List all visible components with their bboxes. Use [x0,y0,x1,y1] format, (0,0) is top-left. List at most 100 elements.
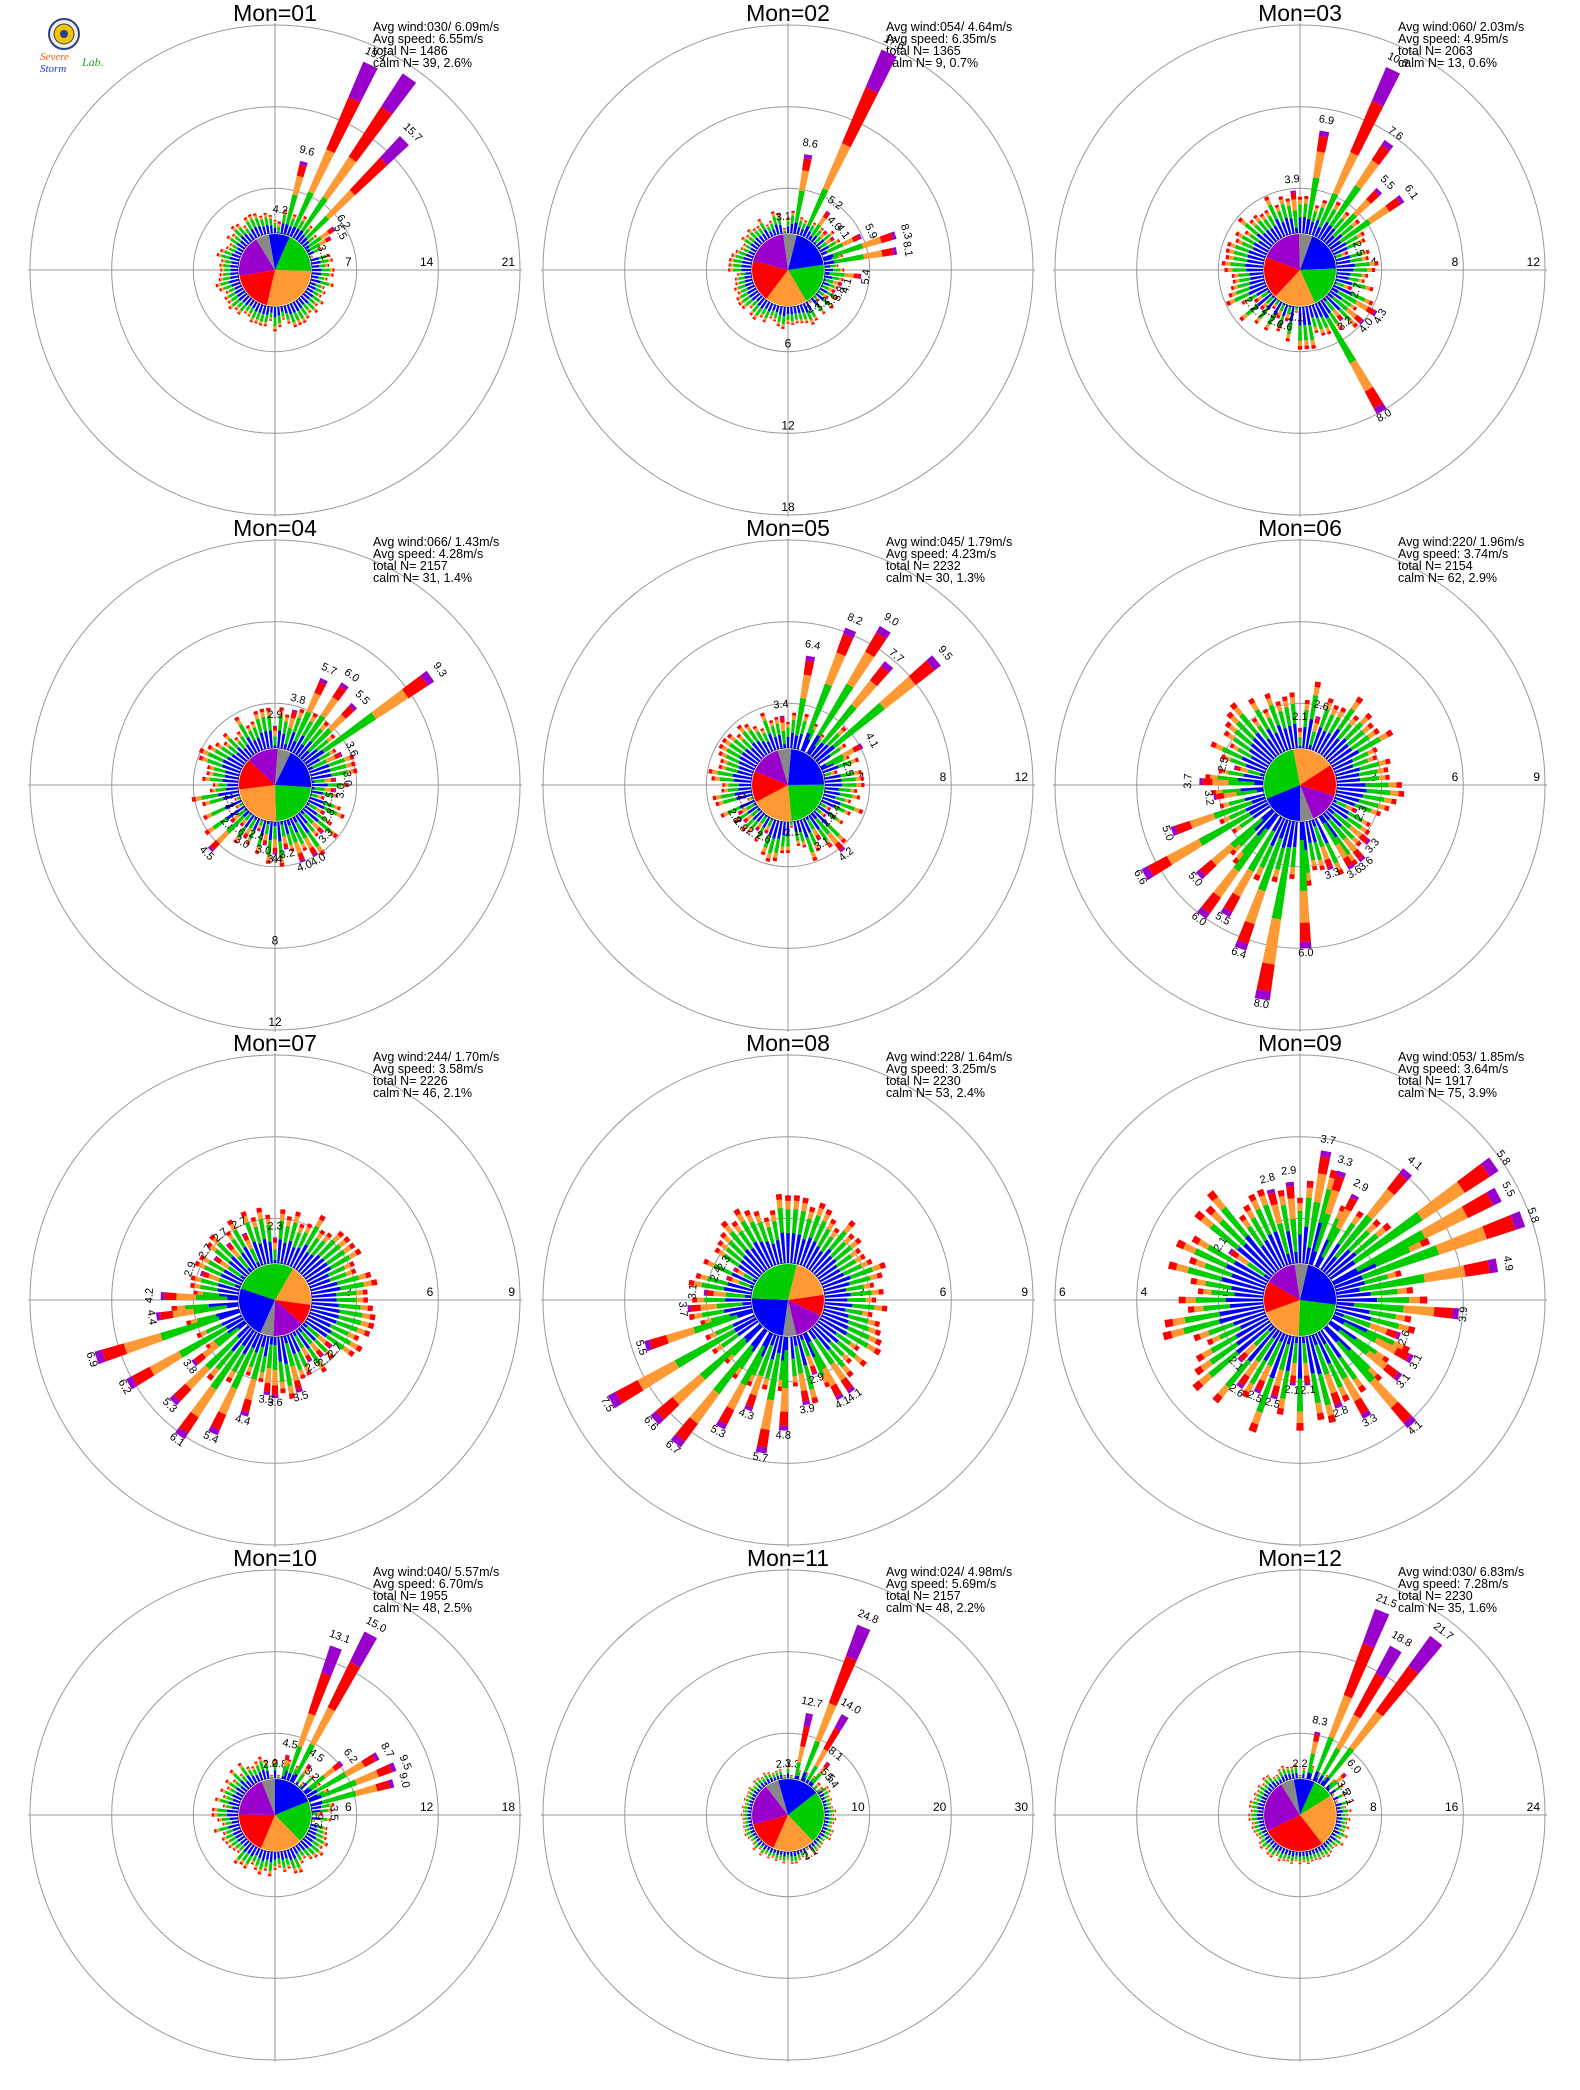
direction-bar-segment [1345,1821,1348,1825]
direction-bar-segment [280,1335,289,1365]
bar-value-label: 2.1 [1300,1384,1316,1397]
direction-bar-segment [217,1813,227,1817]
direction-bar-segment [1361,725,1371,734]
direction-bar-segment [813,222,817,225]
direction-bar-segment [312,712,319,719]
direction-bar-segment [326,735,333,743]
direction-bar-segment [705,1334,712,1341]
direction-bar-segment [843,1224,853,1234]
direction-bar-segment [766,225,770,228]
direction-bar-segment [227,1296,240,1300]
direction-bar-segment [1394,1270,1402,1278]
direction-bar-segment [823,260,835,265]
direction-bar-segment [1378,775,1386,781]
direction-bar-segment [322,792,333,797]
direction-bar-segment [825,1761,831,1766]
direction-bar-segment [273,1761,277,1764]
ring-tick-label: 24 [1527,1800,1541,1814]
direction-bar-segment [1242,1204,1252,1213]
direction-bar-segment [781,730,786,745]
direction-bar-segment [1266,1843,1272,1849]
direction-bar-segment [791,212,795,216]
direction-bar-segment [1373,403,1387,415]
ring-tick-label: 20 [933,1800,947,1814]
direction-bar-segment [294,1328,311,1350]
direction-bar-segment [1256,1793,1262,1799]
direction-bar-segment [1272,868,1280,878]
direction-bar-segment [308,236,322,248]
direction-bar-segment [1302,1343,1308,1364]
direction-bar-segment [1289,218,1295,235]
direction-bar-segment [1333,1275,1363,1289]
direction-bar-segment [749,1221,763,1243]
direction-bar-segment [1222,815,1231,823]
direction-bar-segment [1334,1838,1341,1845]
direction-bar-segment [774,1770,778,1772]
direction-bar-segment [718,743,724,750]
direction-bar-segment [1230,261,1246,267]
direction-bar-segment [254,713,260,720]
direction-bar-segment [1330,708,1338,716]
direction-bar-segment [730,263,734,267]
direction-bar-segment [1324,1324,1352,1352]
direction-bar-segment [1294,1251,1299,1265]
direction-bar-segment [735,286,739,291]
direction-bar-segment [722,1253,741,1268]
direction-bar-segment [231,1353,246,1373]
direction-bar-segment [281,1765,288,1777]
direction-bar-segment [1282,1859,1285,1862]
direction-bar-segment [747,235,751,239]
direction-bar-segment [330,258,333,262]
direction-bar-segment [1302,1769,1306,1775]
direction-bar-segment [264,731,270,750]
direction-bar-segment [769,722,774,727]
direction-bar-segment [1278,196,1284,201]
direction-bar-segment [1340,706,1347,714]
direction-bar-segment [235,305,240,310]
direction-bar-segment [1276,314,1281,319]
direction-bar-segment [240,821,245,827]
direction-bar-segment [354,1784,378,1797]
direction-bar-segment [802,1218,813,1240]
direction-bar-segment [209,1244,218,1253]
direction-bar-segment [800,1852,804,1856]
direction-bar-segment [1195,869,1206,880]
direction-bar-segment [1339,317,1344,322]
direction-bar-segment [1308,1773,1313,1781]
direction-bar-segment [1247,697,1256,705]
direction-bar-segment [1311,1333,1318,1346]
direction-bar-segment [1325,842,1339,864]
direction-bar-segment [820,762,834,771]
direction-bar-segment [297,1254,314,1274]
direction-bar-segment [1350,257,1363,263]
direction-bar-segment [237,732,243,738]
direction-bar-segment [1377,1296,1410,1304]
direction-bar-segment [1262,918,1282,965]
direction-bar-segment [234,307,238,311]
direction-bar-segment [1334,793,1360,803]
direction-bar-segment [755,237,764,246]
direction-bar-segment [740,287,749,294]
direction-bar-segment [768,818,777,836]
bar-value-label: 2.5 [321,791,337,809]
direction-bar-segment [258,323,263,326]
direction-bar-segment [802,158,812,172]
direction-bar-segment [709,1331,717,1339]
direction-bar-segment [1289,692,1295,698]
direction-bar-segment [287,1385,295,1395]
direction-bar-segment [1266,1852,1270,1855]
direction-bar-segment [771,213,776,217]
direction-bar-segment [224,774,240,780]
direction-bar-segment [759,1852,763,1855]
direction-bar-segment [1346,1813,1348,1817]
bar-value-label: 4.5 [281,1737,298,1752]
bar-value-label: 3.3 [1336,1153,1354,1169]
direction-bar-segment [317,1844,322,1849]
direction-bar-segment [751,1355,764,1376]
direction-bar-segment [231,1238,244,1255]
direction-bar-segment [1305,872,1312,881]
direction-bar-segment [814,1322,840,1344]
direction-bar-segment [1370,1288,1398,1296]
direction-bar-segment [1354,1302,1404,1313]
direction-bar-segment [1298,1775,1302,1776]
